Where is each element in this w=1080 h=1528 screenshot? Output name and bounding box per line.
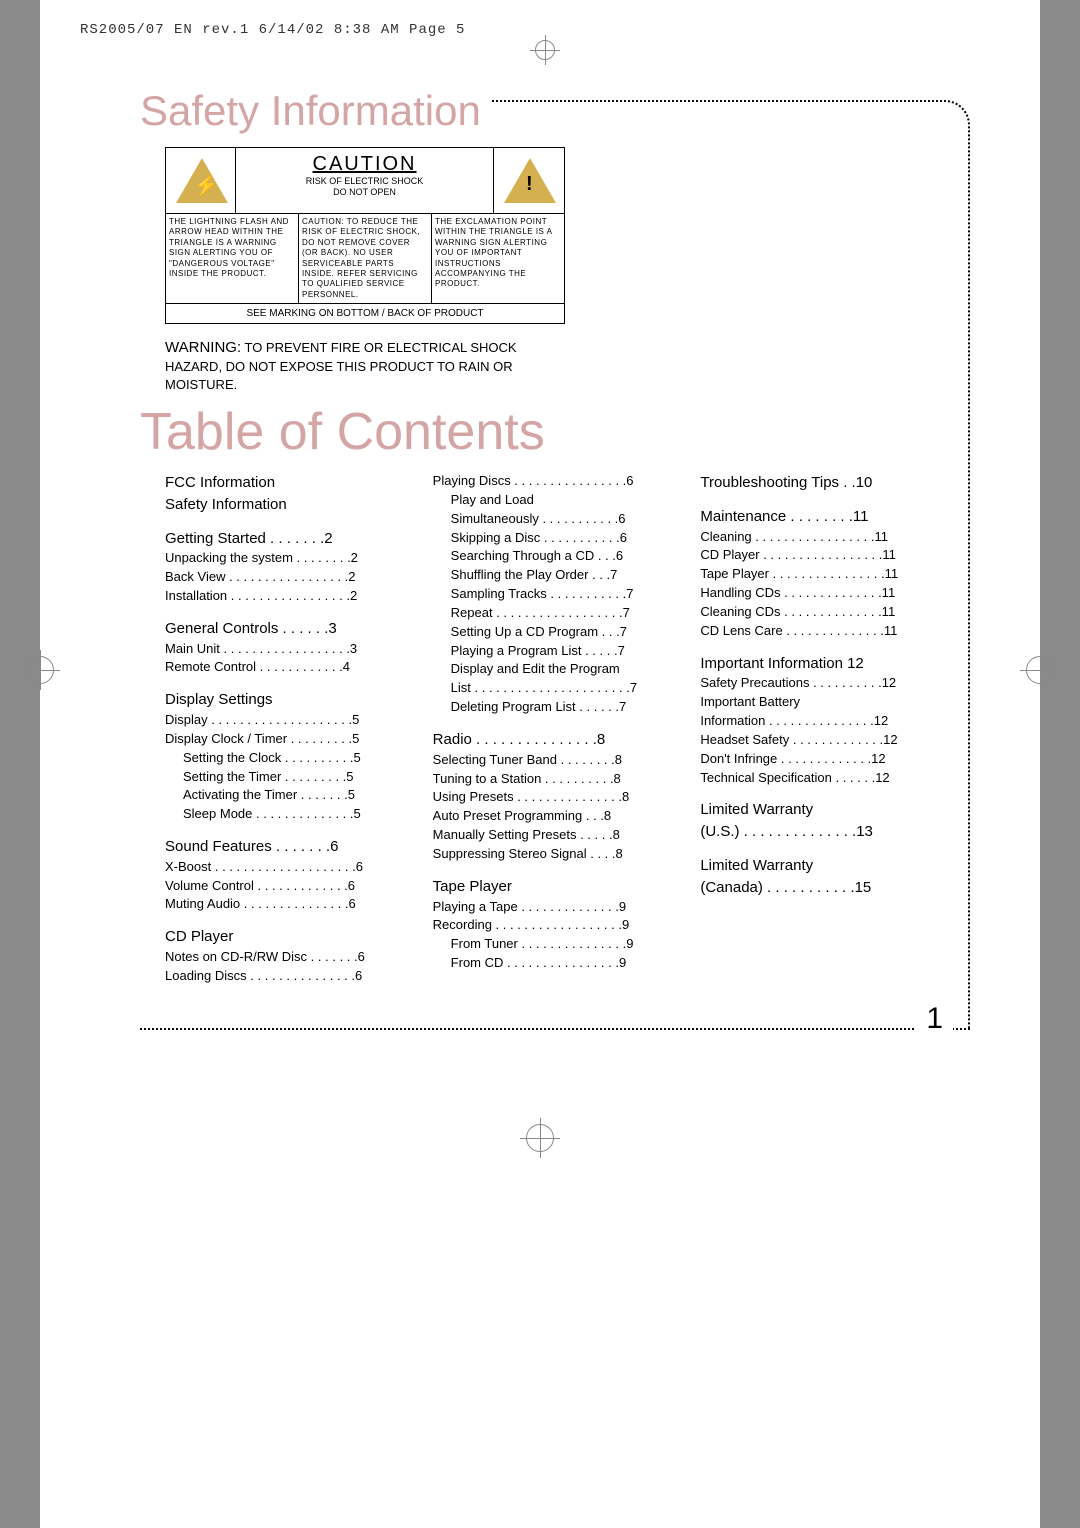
toc-heading: CD Player	[165, 926, 408, 948]
toc-entry: Don't Infringe . . . . . . . . . . . . .…	[700, 750, 943, 769]
toc-heading: Limited Warranty	[700, 855, 943, 877]
warning-text: WARNING: TO PREVENT FIRE OR ELECTRICAL S…	[165, 337, 545, 394]
toc-entry: Back View . . . . . . . . . . . . . . . …	[165, 568, 408, 587]
toc-columns: FCC Information Safety Information Getti…	[165, 472, 943, 998]
toc-entry: Simultaneously . . . . . . . . . . .6	[433, 510, 676, 529]
crop-mark-icon	[530, 35, 560, 65]
toc-entry: Suppressing Stereo Signal . . . .8	[433, 845, 676, 864]
toc-entry: Safety Precautions . . . . . . . . . .12	[700, 674, 943, 693]
toc-entry: Play and Load	[433, 491, 676, 510]
toc-heading: Display Settings	[165, 689, 408, 711]
marking-note: SEE MARKING ON BOTTOM / BACK OF PRODUCT	[165, 304, 565, 324]
toc-entry: Searching Through a CD . . .6	[433, 547, 676, 566]
toc-entry: Unpacking the system . . . . . . . .2	[165, 549, 408, 568]
crop-mark-icon	[20, 650, 60, 690]
lightning-triangle-icon: ⚡	[176, 158, 226, 203]
toc-entry: Deleting Program List . . . . . .7	[433, 698, 676, 717]
toc-column-2: Playing Discs . . . . . . . . . . . . . …	[433, 472, 676, 998]
toc-entry: Loading Discs . . . . . . . . . . . . . …	[165, 967, 408, 986]
toc-entry: X-Boost . . . . . . . . . . . . . . . . …	[165, 858, 408, 877]
toc-entry: CD Player . . . . . . . . . . . . . . . …	[700, 546, 943, 565]
print-header: RS2005/07 EN rev.1 6/14/02 8:38 AM Page …	[80, 22, 465, 38]
warning-label: WARNING:	[165, 339, 241, 356]
toc-entry: Headset Safety . . . . . . . . . . . . .…	[700, 731, 943, 750]
toc-entry: Display . . . . . . . . . . . . . . . . …	[165, 711, 408, 730]
safety-info-title: Safety Information	[140, 87, 491, 135]
toc-entry: Cleaning CDs . . . . . . . . . . . . . .…	[700, 603, 943, 622]
crop-mark-icon	[520, 1118, 560, 1158]
toc-entry: Auto Preset Programming . . .8	[433, 807, 676, 826]
toc-heading: Sound Features . . . . . . .6	[165, 836, 408, 858]
toc-entry: Playing Discs . . . . . . . . . . . . . …	[433, 472, 676, 491]
toc-entry: Handling CDs . . . . . . . . . . . . . .…	[700, 584, 943, 603]
toc-heading: Important Information 12	[700, 653, 943, 675]
page: RS2005/07 EN rev.1 6/14/02 8:38 AM Page …	[40, 0, 1040, 1528]
toc-entry: Technical Specification . . . . . .12	[700, 769, 943, 788]
caution-box: ⚡ CAUTION RISK OF ELECTRIC SHOCKDO NOT O…	[165, 147, 565, 324]
toc-heading: (Canada) . . . . . . . . . . .15	[700, 877, 943, 899]
toc-entry: Information . . . . . . . . . . . . . . …	[700, 712, 943, 731]
toc-entry: Muting Audio . . . . . . . . . . . . . .…	[165, 895, 408, 914]
toc-heading: Safety Information	[165, 494, 408, 516]
toc-entry: Volume Control . . . . . . . . . . . . .…	[165, 877, 408, 896]
toc-entry: Setting the Clock . . . . . . . . . .5	[165, 749, 408, 768]
toc-entry: From CD . . . . . . . . . . . . . . . .9	[433, 954, 676, 973]
toc-entry: Cleaning . . . . . . . . . . . . . . . .…	[700, 528, 943, 547]
toc-entry: Setting Up a CD Program . . .7	[433, 623, 676, 642]
toc-entry: Selecting Tuner Band . . . . . . . .8	[433, 751, 676, 770]
toc-entry: Sampling Tracks . . . . . . . . . . .7	[433, 585, 676, 604]
toc-column-1: FCC Information Safety Information Getti…	[165, 472, 408, 998]
toc-entry: Setting the Timer . . . . . . . . .5	[165, 768, 408, 787]
toc-heading: (U.S.) . . . . . . . . . . . . . .13	[700, 821, 943, 843]
toc-entry: Skipping a Disc . . . . . . . . . . .6	[433, 529, 676, 548]
toc-entry: Playing a Program List . . . . .7	[433, 642, 676, 661]
toc-heading: Troubleshooting Tips . .10	[700, 472, 943, 494]
content-frame: Safety Information ⚡ CAUTION RISK OF ELE…	[140, 100, 970, 1030]
toc-heading: Limited Warranty	[700, 799, 943, 821]
toc-heading: FCC Information	[165, 472, 408, 494]
toc-entry: Manually Setting Presets . . . . .8	[433, 826, 676, 845]
toc-heading: Getting Started . . . . . . .2	[165, 528, 408, 550]
caution-left-text: THE LIGHTNING FLASH AND ARROW HEAD WITHI…	[166, 214, 299, 303]
toc-entry: CD Lens Care . . . . . . . . . . . . . .…	[700, 622, 943, 641]
toc-heading: Radio . . . . . . . . . . . . . . .8	[433, 729, 676, 751]
toc-entry: From Tuner . . . . . . . . . . . . . . .…	[433, 935, 676, 954]
toc-entry: Important Battery	[700, 693, 943, 712]
toc-entry: Playing a Tape . . . . . . . . . . . . .…	[433, 898, 676, 917]
page-number: 1	[916, 1002, 953, 1036]
toc-entry: Main Unit . . . . . . . . . . . . . . . …	[165, 640, 408, 659]
toc-entry: Using Presets . . . . . . . . . . . . . …	[433, 788, 676, 807]
toc-entry: Shuffling the Play Order . . .7	[433, 566, 676, 585]
caution-subtitle: RISK OF ELECTRIC SHOCKDO NOT OPEN	[241, 176, 488, 198]
toc-entry: Display and Edit the Program	[433, 660, 676, 679]
toc-entry: Repeat . . . . . . . . . . . . . . . . .…	[433, 604, 676, 623]
caution-center-text: CAUTION: TO REDUCE THE RISK OF ELECTRIC …	[299, 214, 432, 303]
toc-entry: Remote Control . . . . . . . . . . . .4	[165, 658, 408, 677]
toc-heading: Tape Player	[433, 876, 676, 898]
toc-title: Table of Contents	[140, 402, 545, 462]
toc-entry: Sleep Mode . . . . . . . . . . . . . .5	[165, 805, 408, 824]
caution-label: CAUTION	[241, 153, 488, 176]
toc-column-3: Troubleshooting Tips . .10 Maintenance .…	[700, 472, 943, 998]
toc-heading: General Controls . . . . . .3	[165, 618, 408, 640]
toc-entry: Tuning to a Station . . . . . . . . . .8	[433, 770, 676, 789]
toc-entry: Installation . . . . . . . . . . . . . .…	[165, 587, 408, 606]
toc-entry: Display Clock / Timer . . . . . . . . .5	[165, 730, 408, 749]
toc-entry: Recording . . . . . . . . . . . . . . . …	[433, 916, 676, 935]
exclamation-triangle-icon: !	[504, 158, 554, 203]
toc-entry: Notes on CD-R/RW Disc . . . . . . .6	[165, 948, 408, 967]
toc-entry: List . . . . . . . . . . . . . . . . . .…	[433, 679, 676, 698]
toc-heading: Maintenance . . . . . . . .11	[700, 506, 943, 528]
caution-right-text: THE EXCLAMATION POINT WITHIN THE TRIANGL…	[432, 214, 564, 303]
crop-mark-icon	[1020, 650, 1060, 690]
toc-entry: Activating the Timer . . . . . . .5	[165, 786, 408, 805]
toc-entry: Tape Player . . . . . . . . . . . . . . …	[700, 565, 943, 584]
